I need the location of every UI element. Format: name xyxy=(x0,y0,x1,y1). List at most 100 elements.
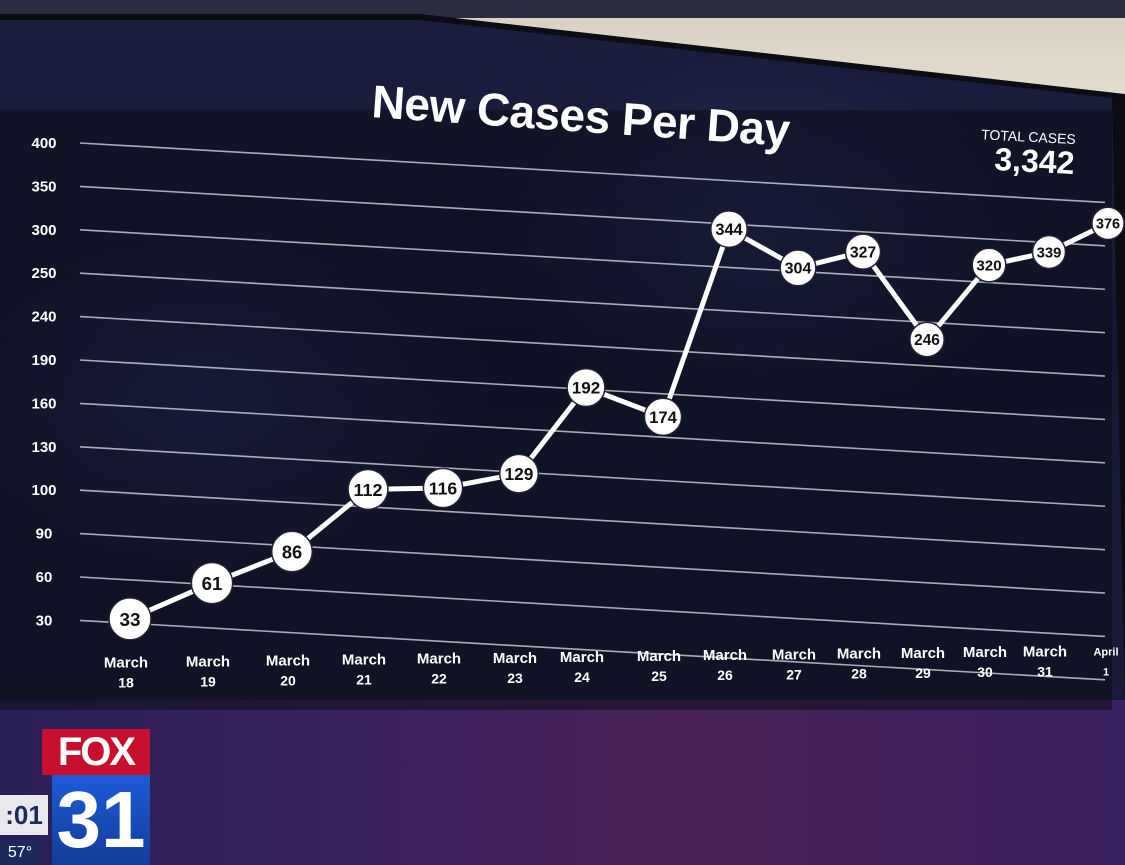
x-tick-label: March xyxy=(560,649,604,666)
data-point: 339 xyxy=(1031,234,1067,270)
x-tick-day: 21 xyxy=(356,672,372,688)
data-label: 129 xyxy=(505,464,534,484)
data-point: 320 xyxy=(971,247,1007,283)
x-tick-day: 31 xyxy=(1037,663,1053,679)
data-point-marker xyxy=(499,453,539,494)
data-label: 320 xyxy=(976,258,1001,275)
y-tick-label: 90 xyxy=(36,526,53,543)
y-axis-ticks: 400 350 300 250 240 190 160 130 100 90 60 30 xyxy=(31,135,56,629)
data-point: 86 xyxy=(270,530,314,573)
x-tick-day: 28 xyxy=(851,666,867,682)
data-label: 327 xyxy=(850,244,877,261)
data-point: 376 xyxy=(1091,206,1125,241)
grid-line xyxy=(79,142,1106,204)
data-point-marker xyxy=(844,233,882,270)
x-tick-day: 26 xyxy=(717,667,733,683)
data-label: 339 xyxy=(1037,245,1062,261)
grid-line xyxy=(79,576,1106,638)
data-point-marker xyxy=(422,467,464,509)
data-point: 192 xyxy=(566,367,606,408)
y-tick-label: 300 xyxy=(31,222,56,239)
x-tick-day: 20 xyxy=(280,672,296,688)
x-tick-day: 18 xyxy=(118,674,134,690)
data-point: 344 xyxy=(710,210,748,249)
x-tick-label: March xyxy=(637,648,681,665)
ticker-time: :01 xyxy=(0,795,48,835)
grid-line xyxy=(79,315,1106,377)
data-point-marker xyxy=(909,321,945,358)
data-point-marker xyxy=(971,247,1007,283)
x-tick-label: March xyxy=(901,645,945,662)
data-label: 86 xyxy=(282,541,302,562)
x-tick-label: April xyxy=(1093,647,1118,659)
x-tick-day: 24 xyxy=(574,669,590,685)
x-axis-ticks: March 18 March 19 March 20 March 21 March 22 March… xyxy=(104,643,1119,690)
x-tick-label: March xyxy=(837,646,881,663)
x-tick-label: March xyxy=(186,653,230,670)
x-tick-day: 27 xyxy=(786,666,802,682)
data-point: 246 xyxy=(909,321,945,358)
data-point-marker xyxy=(108,597,152,641)
grid-line xyxy=(79,489,1106,551)
data-point-marker xyxy=(710,210,748,249)
data-label: 246 xyxy=(914,332,940,349)
x-tick-label: March xyxy=(342,652,386,669)
broadcast-background-band xyxy=(0,700,1125,865)
data-points-layer: 33 61 86 112 116 129 192 174 344 304 327 246 320 339 3… xyxy=(108,206,1125,641)
y-tick-label: 240 xyxy=(31,309,56,326)
y-tick-label: 60 xyxy=(36,569,53,586)
data-point: 112 xyxy=(347,468,389,511)
data-point-marker xyxy=(190,561,234,605)
x-tick-label: March xyxy=(493,650,537,667)
y-tick-label: 190 xyxy=(31,352,56,369)
data-label: 304 xyxy=(785,260,812,278)
data-point: 304 xyxy=(779,249,817,287)
total-cases-box: TOTAL CASES 3,342 xyxy=(954,125,1076,181)
ticker-temperature: 57° xyxy=(0,840,40,865)
x-tick-day: 1 xyxy=(1103,667,1109,679)
grid-line xyxy=(79,229,1106,291)
y-tick-label: 30 xyxy=(36,612,53,629)
data-point: 61 xyxy=(190,561,234,605)
y-tick-label: 250 xyxy=(31,265,56,282)
data-point-marker xyxy=(779,249,817,287)
data-point: 116 xyxy=(422,467,464,509)
x-tick-label: March xyxy=(266,652,310,669)
data-point-marker xyxy=(643,397,683,437)
data-point: 327 xyxy=(844,233,882,270)
x-tick-label: March xyxy=(703,647,747,664)
station-channel: 31 xyxy=(52,775,150,865)
y-tick-label: 400 xyxy=(31,135,56,152)
x-tick-day: 22 xyxy=(431,671,447,687)
data-label: 112 xyxy=(354,480,383,500)
grid-line xyxy=(79,272,1106,334)
data-point-marker xyxy=(347,468,389,511)
data-point-marker xyxy=(566,367,606,408)
y-tick-label: 350 xyxy=(31,178,56,195)
station-brand: FOX xyxy=(42,729,150,775)
grid-line xyxy=(79,532,1106,594)
grid-line xyxy=(79,619,1106,681)
grid-line xyxy=(79,446,1106,508)
x-tick-label: March xyxy=(1023,643,1067,660)
data-label: 376 xyxy=(1096,217,1120,233)
x-tick-label: March xyxy=(417,651,461,668)
y-tick-label: 100 xyxy=(31,482,56,499)
data-point: 33 xyxy=(108,597,152,641)
data-point: 174 xyxy=(643,397,683,437)
x-tick-day: 29 xyxy=(915,665,931,681)
x-tick-label: March xyxy=(963,644,1007,661)
x-tick-day: 25 xyxy=(651,668,667,684)
x-tick-day: 23 xyxy=(507,670,523,686)
data-label: 33 xyxy=(119,610,140,631)
x-tick-label: March xyxy=(772,646,816,663)
x-tick-day: 30 xyxy=(977,664,993,680)
grid-line xyxy=(79,402,1106,464)
x-tick-day: 19 xyxy=(200,673,216,689)
data-point-marker xyxy=(1031,234,1067,270)
data-label: 61 xyxy=(202,573,223,594)
y-tick-label: 130 xyxy=(31,439,56,456)
data-label: 174 xyxy=(649,408,678,427)
data-label: 116 xyxy=(429,478,458,498)
